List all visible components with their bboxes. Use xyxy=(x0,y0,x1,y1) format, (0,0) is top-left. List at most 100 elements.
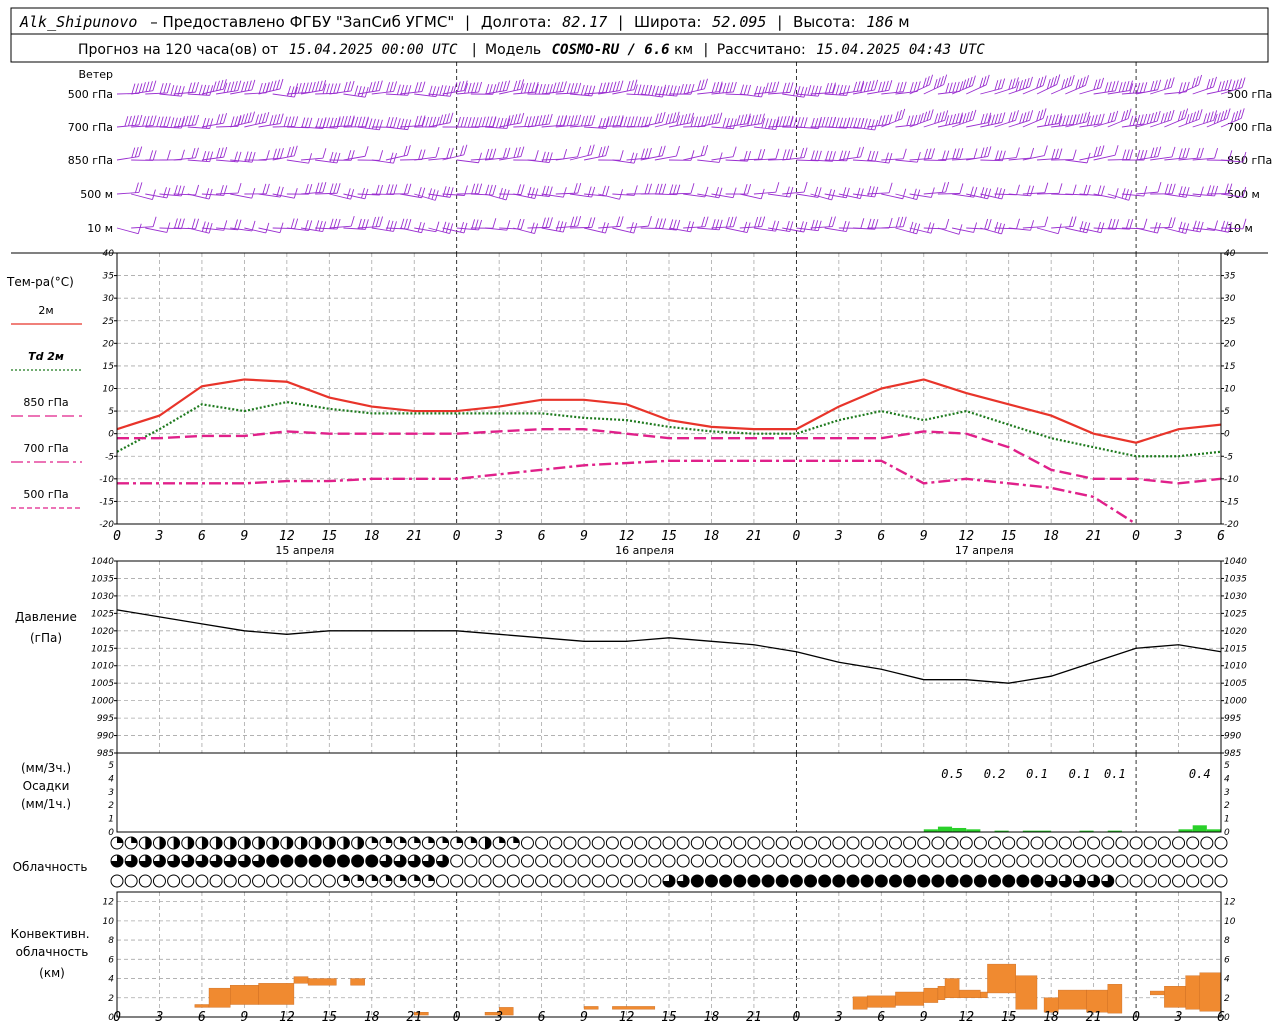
wind-barb-flag xyxy=(881,81,886,92)
wind-barb-flag xyxy=(1067,76,1072,87)
conv-bar xyxy=(230,985,259,1005)
cloud-circle xyxy=(620,854,634,868)
temp-legend-label: Td 2м xyxy=(28,350,64,363)
wind-barb-flag xyxy=(1062,115,1066,126)
wind-barb-flag xyxy=(1114,80,1119,91)
wind-barb-staff xyxy=(598,225,621,229)
conv-ytick-left: 10 xyxy=(103,917,115,927)
wind-barb-flag xyxy=(789,115,794,126)
wind-barb-staff xyxy=(1192,119,1214,128)
cloud-circle xyxy=(591,874,605,888)
wind-barb-staff xyxy=(1107,118,1129,128)
wind-barb-flag xyxy=(832,84,837,95)
wind-barb-flag xyxy=(131,83,136,94)
wind-barb-flag xyxy=(641,116,645,127)
wind-barb-flag xyxy=(715,187,719,198)
conv-ytick-left: 0 xyxy=(108,1013,114,1023)
wind-barb-flag xyxy=(265,112,270,123)
wind-barb-flag xyxy=(980,147,985,158)
wind-barb-staff xyxy=(1150,156,1173,161)
wind-barb-staff xyxy=(484,90,507,95)
wind-barb-flag xyxy=(715,81,720,93)
conv-title-line-1: Конвективн. xyxy=(11,927,90,941)
wind-barb-flag xyxy=(414,115,419,127)
wind-barb-flag xyxy=(488,116,493,127)
conv-bar xyxy=(937,986,946,1000)
wind-barb-staff xyxy=(923,227,946,230)
cloud-fill-full xyxy=(931,875,944,887)
lon-value: 82.17 xyxy=(562,13,607,31)
pressure-ytick-right: 1000 xyxy=(1224,697,1247,707)
wind-barb-flag xyxy=(1110,111,1115,122)
wind-barb-staff xyxy=(1178,84,1199,95)
wind-barb-flag xyxy=(457,116,461,128)
wind-barb-flag xyxy=(389,81,394,92)
wind-barb-flag xyxy=(916,152,921,163)
wind-barb-flag xyxy=(1241,77,1246,88)
temp-ytick-left: 35 xyxy=(103,272,115,282)
wind-barb-flag xyxy=(1203,113,1208,124)
wind-barb-staff xyxy=(258,123,281,128)
conv-xtick-label: 21 xyxy=(406,1010,422,1024)
conv-bar xyxy=(350,978,365,986)
wind-barb-staff xyxy=(980,227,1002,235)
wind-barb-staff xyxy=(711,126,734,130)
cloud-circle xyxy=(478,854,492,868)
wind-barb-staff xyxy=(230,227,253,232)
wind-barb-flag xyxy=(697,80,702,91)
wind-barb-flag xyxy=(680,83,684,95)
wind-barb-flag xyxy=(361,187,365,199)
wind-barb-staff xyxy=(1135,227,1158,234)
cloud-circle xyxy=(789,854,803,868)
wind-barb-staff xyxy=(159,193,182,197)
wind-barb-flag xyxy=(1100,113,1105,124)
temp-xtick-label: 15 xyxy=(321,529,337,544)
wind-barb-flag xyxy=(609,116,614,127)
wind-barb-staff xyxy=(838,156,861,161)
wind-barb-flag xyxy=(467,117,472,128)
wind-barb-flag xyxy=(672,112,677,123)
wind-barb-staff xyxy=(1022,192,1045,195)
wind-barb-flag xyxy=(474,82,479,93)
wind-barb-flag xyxy=(654,113,659,124)
wind-barb-flag xyxy=(761,117,766,129)
wind-barb-flag xyxy=(1153,111,1158,123)
wind-barb-flag xyxy=(648,183,652,194)
wind-barb-staff xyxy=(824,227,847,232)
wind-barb-flag xyxy=(517,184,522,195)
wind-barb-staff xyxy=(739,93,762,98)
temp-xtick-label: 21 xyxy=(406,529,422,544)
wind-barb-flag xyxy=(1115,219,1120,230)
wind-barb-flag xyxy=(739,114,744,125)
wind-barb-flag xyxy=(757,216,762,227)
cloud-fill-partial xyxy=(258,837,265,849)
wind-barb-staff xyxy=(1008,119,1030,128)
cloud-circle xyxy=(804,836,818,850)
wind-barb-staff xyxy=(569,226,592,229)
wind-barb-flag xyxy=(191,218,196,229)
wind-barb-flag xyxy=(1111,81,1116,92)
wind-barb-flag xyxy=(520,146,525,157)
wind-barb-flag xyxy=(814,220,819,231)
conv-bar xyxy=(258,983,295,1005)
wind-barb-flag xyxy=(968,76,973,88)
pressure-ytick-right: 1010 xyxy=(1224,662,1247,672)
wind-barb-flag xyxy=(223,113,228,124)
wind-barb-staff xyxy=(456,159,479,164)
wind-barb-flag xyxy=(559,115,564,126)
wind-barb-flag xyxy=(198,84,203,95)
wind-barb-flag xyxy=(1198,74,1203,86)
wind-barb-flag xyxy=(184,115,189,127)
cloud-circle xyxy=(945,854,959,868)
wind-barb-flag xyxy=(219,79,224,91)
wind-barb-staff xyxy=(1178,118,1200,128)
wind-barb-flag xyxy=(683,83,688,95)
cloud-circle xyxy=(436,874,450,888)
wind-barb-flag xyxy=(994,221,999,233)
wind-barb-flag xyxy=(1143,113,1148,125)
wind-barb-flag xyxy=(940,111,945,122)
temp-ytick-right: 15 xyxy=(1224,362,1236,372)
wind-barb-flag xyxy=(403,183,408,194)
cloud-circle xyxy=(506,854,520,868)
wind-barb-staff xyxy=(300,89,323,95)
